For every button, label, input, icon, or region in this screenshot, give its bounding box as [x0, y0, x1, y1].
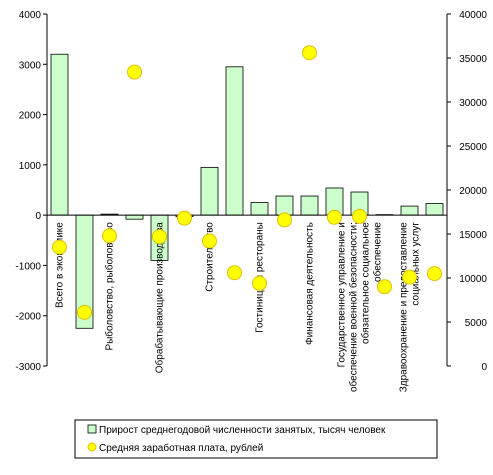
marker — [177, 210, 192, 226]
y-tick-label: 3000 — [19, 60, 42, 71]
y-tick-label: -2000 — [15, 312, 41, 323]
y2-tick-label: 20000 — [459, 186, 487, 197]
marker — [402, 269, 417, 285]
bar — [250, 202, 269, 216]
x-tick-label: Рыболовство, рыболовство — [104, 222, 116, 351]
bar — [300, 195, 319, 216]
marker — [127, 64, 142, 80]
marker — [327, 209, 342, 225]
y2-tick-label: 25000 — [459, 142, 487, 153]
bar — [200, 166, 219, 216]
marker — [77, 304, 92, 320]
legend-label: Средняя заработная плата, рублей — [99, 442, 263, 454]
x-tick-label: Государственное управление иобеспечение … — [337, 222, 384, 392]
y2-tick-label: 5000 — [465, 318, 488, 329]
marker — [352, 208, 367, 224]
marker — [377, 279, 392, 295]
marker — [302, 45, 317, 61]
marker — [202, 233, 217, 249]
y-tick-label: 4000 — [19, 10, 42, 21]
bar — [425, 203, 444, 216]
x-tick-label: Финансовая деятельность — [305, 222, 316, 345]
bar — [400, 205, 419, 216]
marker — [427, 266, 442, 282]
bar — [125, 214, 144, 220]
y2-tick-label: 40000 — [459, 10, 487, 21]
marker — [152, 229, 167, 245]
marker — [252, 275, 267, 291]
y2-tick-label: 0 — [481, 362, 487, 373]
y-tick-label: -3000 — [15, 362, 41, 373]
x-tick-label: Обрабатывающие производства — [154, 222, 166, 374]
y2-tick-label: 10000 — [459, 274, 487, 285]
y-tick-label: -1000 — [15, 261, 41, 272]
marker — [52, 239, 67, 255]
y2-tick-label: 35000 — [459, 54, 487, 65]
legend-box — [74, 419, 438, 459]
y-tick-label: 0 — [35, 211, 41, 222]
y-tick-label: 1000 — [19, 161, 42, 172]
marker — [227, 265, 242, 281]
legend-marker — [87, 442, 97, 452]
x-tick-label: Строительство — [205, 222, 216, 292]
marker — [277, 212, 292, 228]
bar — [225, 66, 244, 216]
bar — [275, 195, 294, 216]
y2-tick-label: 30000 — [459, 98, 487, 109]
legend-label: Прирост среднегодовой численности заняты… — [99, 425, 386, 436]
x-tick-label: Здравоохранение и предоставлениесоциальн… — [399, 222, 422, 393]
y-tick-label: 2000 — [19, 111, 42, 122]
legend-swatch — [87, 424, 97, 434]
bar — [50, 53, 69, 216]
marker — [102, 228, 117, 244]
y2-tick-label: 15000 — [459, 230, 487, 241]
x-tick-label: Всего в экономике — [55, 222, 66, 308]
